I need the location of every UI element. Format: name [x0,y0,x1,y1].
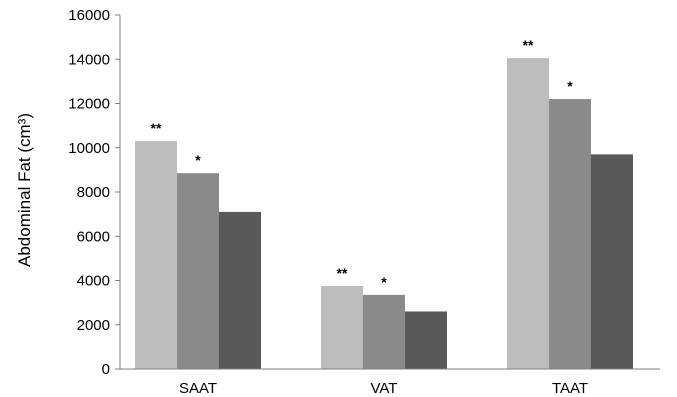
x-tick-label-vat: VAT [371,380,398,397]
y-tick-label: 0 [102,361,110,378]
bar-vat-3 [405,311,447,369]
y-tick-label: 16000 [68,7,110,24]
significance-marker: * [195,152,201,168]
y-axis-title: Abdominal Fat (cm³) [15,113,34,267]
significance-marker: * [381,274,387,290]
bar-taat-2 [549,99,591,369]
bar-taat-3 [591,154,633,369]
significance-marker: ** [337,265,348,281]
y-ticks: 0 2000 4000 6000 8000 10000 12000 14000 16000 [68,7,120,378]
bar-taat-1 [507,58,549,370]
y-tick-label: 4000 [77,273,110,290]
significance-marker: ** [523,37,534,53]
y-tick-label: 10000 [68,140,110,157]
y-tick-label: 14000 [68,51,110,68]
bar-saat-3 [219,211,261,369]
significance-marker: ** [151,120,162,136]
bar-saat-2 [177,173,219,369]
y-tick-label: 6000 [77,228,110,245]
y-tick-label: 8000 [77,184,110,201]
bar-saat-1 [135,141,177,369]
bars [135,58,633,370]
bar-vat-2 [363,294,405,369]
significance-marker: * [567,78,573,94]
y-axis-title-group: Abdominal Fat (cm³) [15,113,34,267]
x-tick-label-saat: SAAT [179,380,217,397]
annotations: ********* [151,37,574,290]
x-ticks: SAAT VAT TAAT [179,380,588,397]
x-tick-label-taat: TAAT [552,380,588,397]
y-tick-label: 2000 [77,317,110,334]
y-tick-label: 12000 [68,96,110,113]
bar-vat-1 [321,286,363,369]
